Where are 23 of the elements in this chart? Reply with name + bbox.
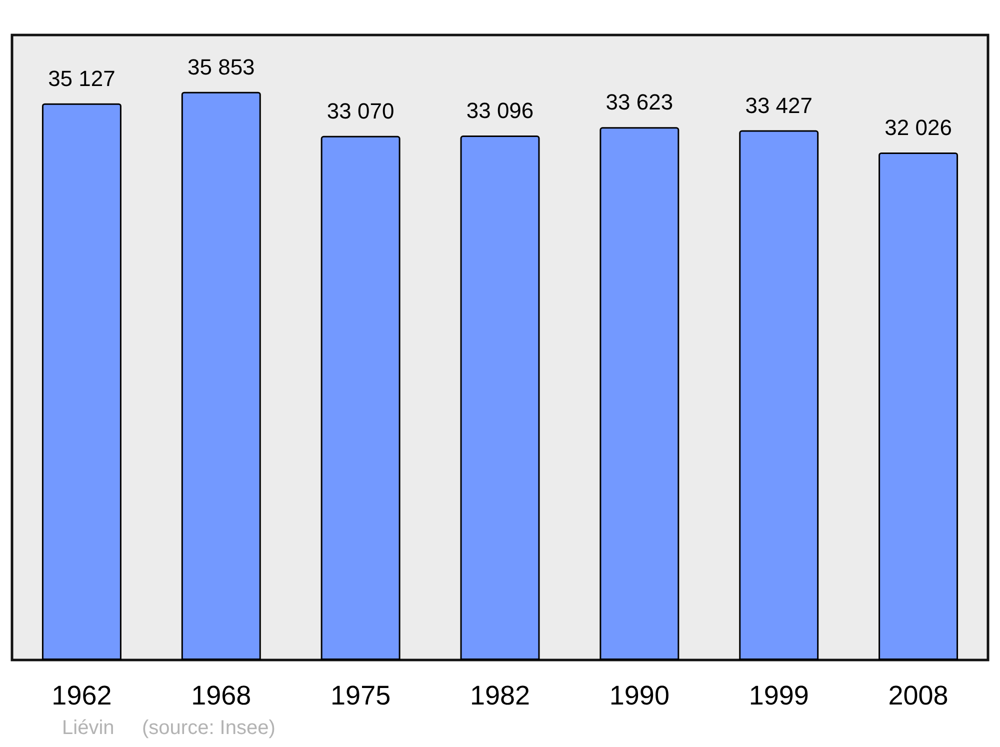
x-tick-label: 1975 — [330, 680, 391, 710]
x-tick-label: 1968 — [191, 680, 252, 710]
data-label: 33 427 — [745, 92, 813, 118]
data-label: 35 853 — [187, 54, 255, 80]
bar — [460, 136, 540, 660]
bar — [181, 92, 261, 660]
bar — [42, 103, 122, 660]
text: (source: Insee) — [142, 717, 276, 739]
x-tick-label: 1962 — [52, 680, 112, 710]
data-label: 35 127 — [48, 66, 116, 91]
bar — [600, 127, 680, 660]
bar — [320, 136, 400, 660]
data-label: 32 026 — [884, 114, 952, 140]
text: Liévin — [62, 717, 114, 739]
x-tick-label: 1982 — [470, 680, 530, 710]
bar — [878, 152, 958, 660]
bar — [739, 130, 819, 660]
data-label: 33 096 — [466, 98, 534, 124]
x-tick-label: 2008 — [888, 680, 948, 710]
x-tick-label: 1990 — [609, 680, 670, 710]
data-label: 33 070 — [326, 98, 394, 124]
x-tick-label: 1999 — [748, 680, 809, 710]
data-label: 33 623 — [606, 90, 674, 115]
